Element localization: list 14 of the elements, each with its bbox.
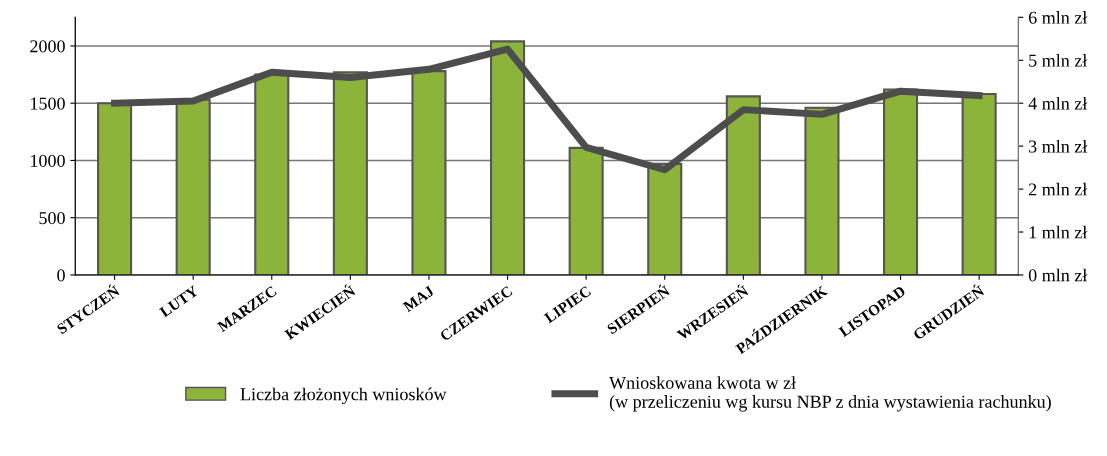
y-tick-label: 500 (39, 211, 65, 225)
y-tick-label: 1500 (31, 97, 65, 110)
y2-tick-label: 1 mln zł (1029, 225, 1088, 239)
y2-tick-label: 3 mln zł (1029, 139, 1088, 153)
y-tick-label: 1000 (31, 154, 65, 167)
y2-tick-label: 2 mln zł (1028, 182, 1088, 196)
legend-label: Wnioskowana kwota w zł (w przeliczeniu wg kursu NBP z dnia wystawienia rachunku) (609, 376, 1051, 412)
legend-label: Liczba złożonych wniosków (240, 387, 447, 405)
y2-tick-label: 5 mln zł (1029, 54, 1088, 67)
y2-tick-label: 4 mln zł (1028, 96, 1088, 110)
y2-tick-label: 0 mln zł (1028, 268, 1088, 282)
y2-tick-label: 6 mln zł (1028, 11, 1088, 24)
y-tick-label: 2000 (30, 40, 65, 53)
y-tick-label: 0 (57, 269, 65, 282)
